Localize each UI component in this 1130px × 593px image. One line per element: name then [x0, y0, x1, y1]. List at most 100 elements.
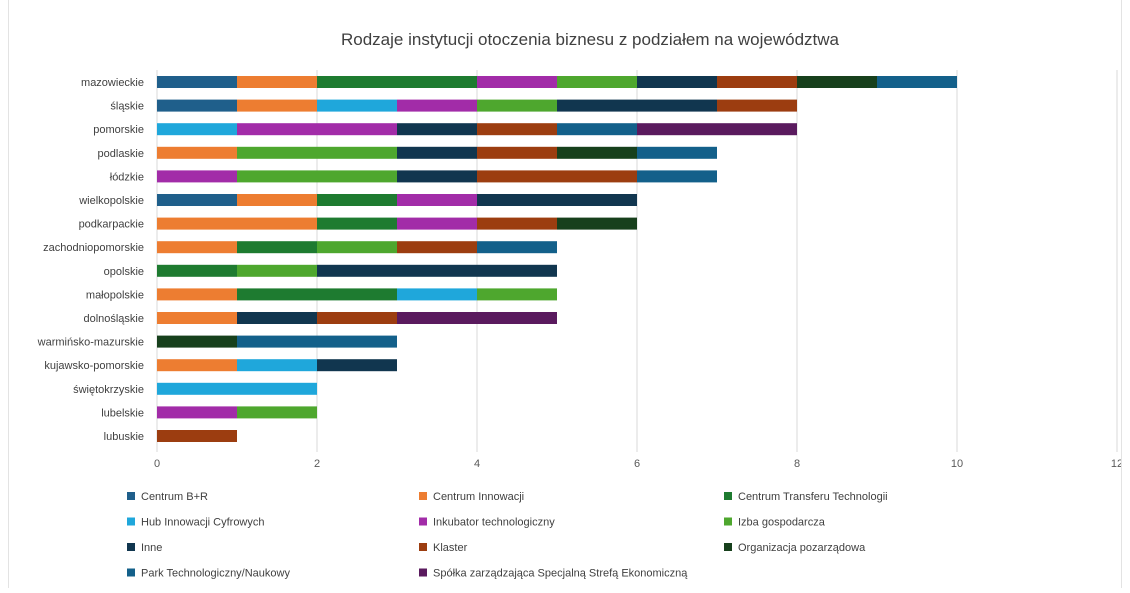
legend-swatch	[724, 492, 732, 500]
bar-segment	[317, 76, 477, 88]
category-label: dolnośląskie	[83, 313, 144, 325]
bar-segment	[157, 123, 237, 136]
bar-segment	[237, 335, 397, 348]
category-label: łódzkie	[110, 171, 144, 183]
bar-segment	[477, 288, 557, 301]
x-tick-label: 6	[634, 458, 640, 470]
bar-segment	[317, 312, 397, 324]
bar-segment	[237, 99, 317, 112]
bar-segment	[237, 264, 317, 277]
legend-swatch	[724, 517, 732, 526]
category-label: śląskie	[110, 101, 144, 113]
bar-segment	[157, 406, 237, 419]
bar-segment	[637, 146, 717, 159]
legend-label: Izba gospodarcza	[738, 517, 826, 529]
bar-segment	[317, 264, 557, 277]
bar-segment	[637, 76, 717, 88]
bar-segment	[637, 123, 797, 136]
bar-segment	[237, 123, 397, 136]
stacked-bar-chart: Rodzaje instytucji otoczenia biznesu z p…	[37, 30, 1123, 580]
category-label: lubuskie	[104, 431, 144, 443]
category-label: mazowieckie	[81, 77, 144, 89]
bar-segment	[477, 170, 637, 183]
legend-swatch	[127, 492, 135, 500]
category-label: wielkopolskie	[78, 195, 144, 207]
x-tick-label: 10	[951, 458, 963, 470]
bar-segment	[477, 217, 557, 230]
category-label: zachodniopomorskie	[43, 242, 144, 254]
bar-segment	[317, 194, 397, 206]
bar-segment	[317, 241, 397, 254]
bar-segment	[557, 123, 637, 136]
x-axis-ticks: 0 2 4 6 8 10 12	[154, 458, 1123, 470]
bar-segment	[237, 241, 317, 254]
bar-segment	[557, 146, 637, 159]
bar-segment	[797, 76, 877, 88]
bar-segment	[237, 406, 317, 419]
category-label: świętokrzyskie	[73, 384, 144, 396]
bar-segment	[557, 99, 717, 112]
legend-swatch	[127, 568, 135, 577]
bar-segment	[557, 76, 637, 88]
bar-segment	[317, 99, 397, 112]
bar-segment	[157, 217, 317, 230]
bar-segment	[397, 99, 477, 112]
x-tick-label: 4	[474, 458, 480, 470]
bar-segment	[237, 312, 317, 324]
bar-segment	[397, 194, 477, 206]
bar-segment	[157, 99, 237, 112]
bar-segment	[717, 99, 797, 112]
chart-title: Rodzaje instytucji otoczenia biznesu z p…	[341, 30, 840, 49]
legend-label: Park Technologiczny/Naukowy	[141, 568, 290, 580]
legend-label: Inkubator technologiczny	[433, 517, 555, 529]
bar-segment	[397, 170, 477, 183]
bar-segment	[157, 335, 237, 348]
bar-segment	[237, 146, 397, 159]
bar-segment	[317, 359, 397, 372]
category-label: warmińsko-mazurskie	[37, 337, 144, 349]
bar-segment	[157, 170, 237, 183]
bar-segment	[157, 430, 237, 442]
bar-segment	[237, 288, 397, 301]
bar-segment	[477, 99, 557, 112]
bar-segment	[157, 288, 237, 301]
bar-segment	[397, 288, 477, 301]
bar-segment	[237, 359, 317, 372]
legend-swatch	[419, 517, 427, 526]
bar-segment	[157, 146, 237, 159]
bar-segment	[157, 264, 237, 277]
bar-segment	[477, 241, 557, 254]
legend-label: Centrum Transferu Technologii	[738, 491, 888, 503]
category-label: opolskie	[104, 266, 144, 278]
legend-label: Organizacja pozarządowa	[738, 542, 866, 554]
bar-segment	[237, 76, 317, 88]
bar-segment	[397, 217, 477, 230]
x-tick-label: 2	[314, 458, 320, 470]
bar-segment	[317, 217, 397, 230]
x-tick-label: 12	[1111, 458, 1121, 470]
bar-segment	[877, 76, 957, 88]
bar-segment	[237, 170, 397, 183]
bar-segment	[157, 312, 237, 324]
bar-segment	[237, 194, 317, 206]
bar-segment	[157, 76, 237, 88]
bar-segment	[477, 146, 557, 159]
bar-segment	[557, 217, 637, 230]
category-label: pomorskie	[93, 124, 144, 136]
x-tick-label: 8	[794, 458, 800, 470]
legend-label: Spółka zarządzająca Specjalną Strefą Eko…	[433, 568, 688, 580]
bar-segment	[397, 146, 477, 159]
category-labels: mazowieckie śląskie pomorskie podlaskie łódz…	[37, 77, 144, 443]
bar-segment	[157, 241, 237, 254]
bar-segment	[157, 359, 237, 372]
bar-segment	[477, 123, 557, 136]
legend-swatch	[419, 543, 427, 551]
bar-segment	[477, 76, 557, 88]
bar-segment	[157, 382, 317, 395]
chart-frame: Rodzaje instytucji otoczenia biznesu z p…	[8, 0, 1123, 588]
legend-label: Centrum Innowacji	[433, 491, 524, 503]
bars	[157, 76, 957, 442]
legend-label: Centrum B+R	[141, 491, 208, 503]
category-label: kujawsko-pomorskie	[44, 360, 144, 372]
legend-swatch	[419, 568, 427, 577]
